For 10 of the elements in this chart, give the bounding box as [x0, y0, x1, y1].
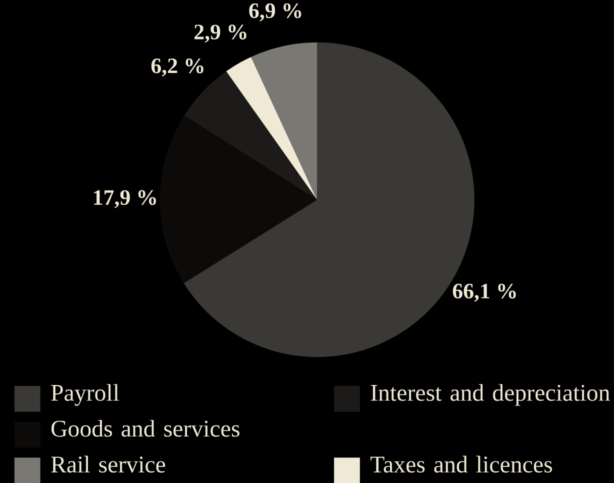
legend-label: Taxes and licences — [370, 456, 552, 472]
legend-label: Rail service — [51, 456, 166, 472]
legend-label: Interest and depreciation — [370, 384, 610, 406]
data-label: 17,9 % — [94, 190, 156, 208]
data-label: 6,2 % — [151, 58, 204, 76]
legend-label: Payroll — [51, 384, 120, 406]
legend-label: Goods and services — [51, 420, 240, 437]
data-label: 66,1 % — [452, 283, 516, 302]
data-label: 2,9 % — [194, 24, 246, 42]
data-label: 6,9 % — [249, 3, 302, 22]
